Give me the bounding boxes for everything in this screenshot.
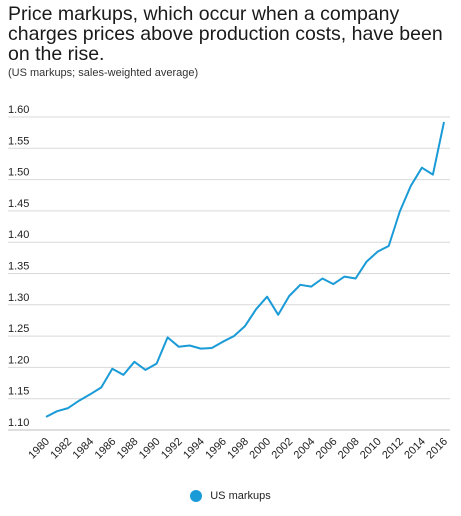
chart-title-line-1: Price markups, which occur when a compan… [8,3,400,25]
y-axis: 1.10 1.15 1.20 1.25 1.30 1.35 1.40 1.45 1.50 1.55… [8,104,29,429]
y-tick-label: 1.35 [8,261,29,273]
legend-swatch-us-markups [190,490,203,502]
chart-subtitle: (US markups; sales-weighted average) [8,67,199,79]
x-tick-label: 1992 [159,436,185,462]
chart-title-line-3: on the rise. [8,43,105,65]
y-tick-label: 1.55 [8,135,29,147]
x-axis: 1980198219841986198819901992199419961998… [26,436,450,462]
x-tick-label: 1986 [93,436,119,462]
y-tick-label: 1.25 [8,323,29,335]
chart-title-line-2: charges prices above production costs, h… [8,23,443,45]
y-tick-label: 1.40 [8,229,29,241]
x-tick-label: 2016 [424,436,450,462]
x-tick-label: 1988 [115,436,141,462]
y-tick-label: 1.60 [8,104,29,116]
y-tick-label: 1.20 [8,354,29,366]
x-tick-label: 1998 [225,436,251,462]
x-tick-label: 1980 [26,436,52,462]
legend-label-us-markups: US markups [210,490,271,502]
x-tick-label: 2006 [314,436,340,462]
x-tick-label: 1990 [137,436,163,462]
y-tick-label: 1.50 [8,167,29,179]
x-tick-label: 2012 [380,436,406,462]
x-tick-label: 2002 [270,436,296,462]
x-tick-label: 2004 [292,436,318,462]
x-tick-label: 1996 [203,436,229,462]
y-tick-label: 1.30 [8,292,29,304]
legend: US markups [0,490,461,502]
chart-title: Price markups, which occur when a compan… [8,4,458,64]
x-tick-label: 2008 [336,436,362,462]
series-line-us-markups [45,121,445,418]
y-tick-label: 1.10 [8,417,29,429]
x-tick-label: 2014 [402,436,428,462]
x-tick-label: 2000 [247,436,273,462]
series-group [45,121,445,418]
x-tick-label: 2010 [358,436,384,462]
x-tick-label: 1994 [181,436,207,462]
x-tick-label: 1982 [48,436,74,462]
y-tick-label: 1.15 [8,386,29,398]
x-tick-label: 1984 [71,436,97,462]
gridlines [8,116,450,431]
y-tick-label: 1.45 [8,198,29,210]
